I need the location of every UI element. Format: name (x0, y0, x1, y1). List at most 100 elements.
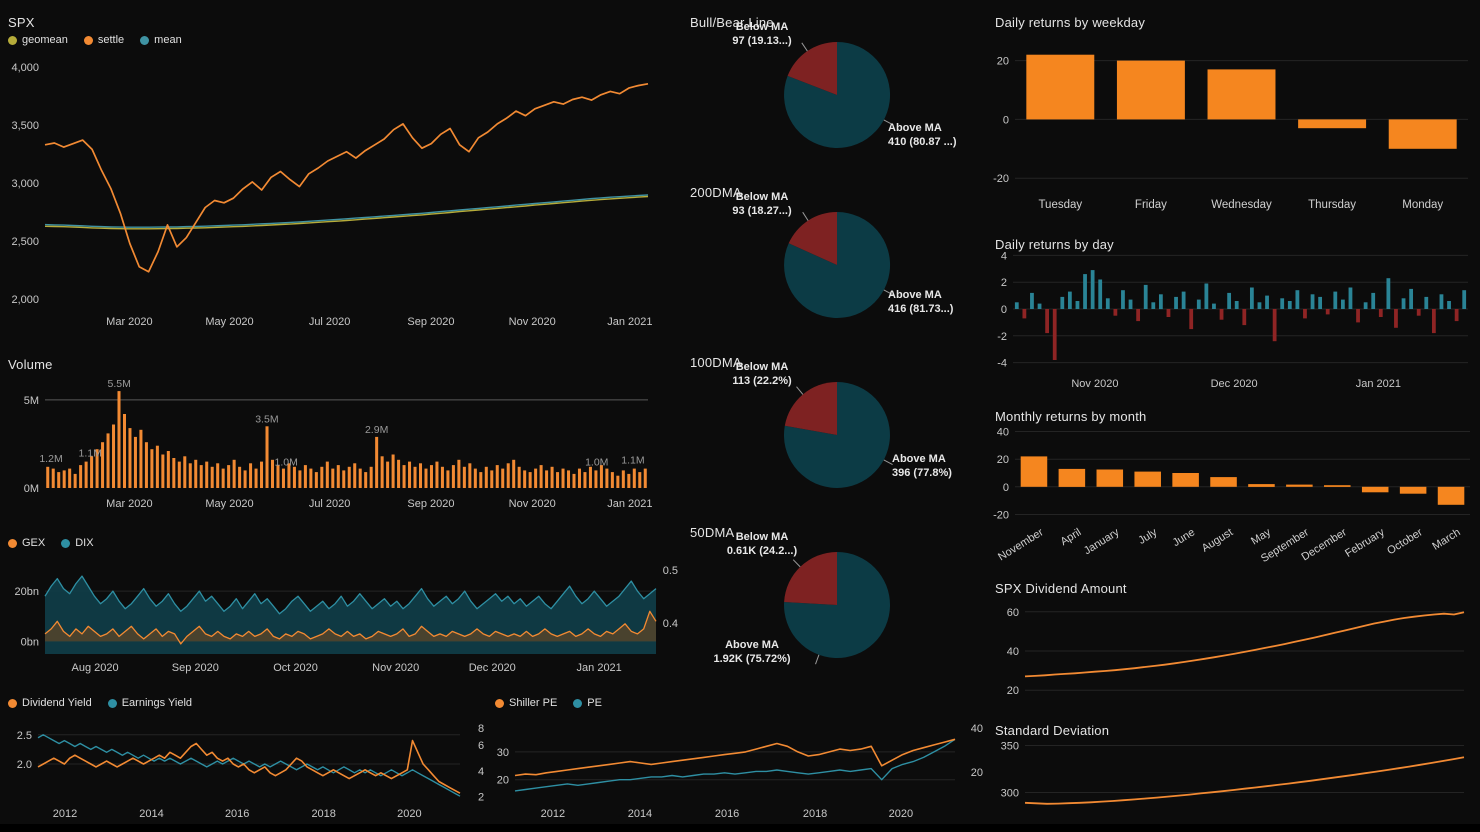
pe-panel: Shiller PE PE 30 20 40 20 8 6 4 2 2012 2014 2016 20… (475, 692, 985, 824)
legend-swatch-icon (8, 698, 17, 708)
legend-swatch-icon (140, 35, 150, 45)
legend-label: mean (154, 34, 182, 46)
svg-text:Jan 2021: Jan 2021 (607, 316, 652, 328)
svg-text:June: June (1171, 526, 1198, 549)
legend-item-pe[interactable]: PE (573, 697, 602, 709)
svg-text:Nov 2020: Nov 2020 (509, 316, 556, 328)
svg-text:October: October (1385, 526, 1425, 557)
svg-text:Sep 2020: Sep 2020 (407, 498, 454, 510)
spx-line-chart[interactable]: 4,000 3,500 3,000 2,500 2,000 Mar 2020 May 202… (0, 50, 660, 332)
svg-text:Jan 2021: Jan 2021 (1356, 378, 1401, 390)
svg-text:93 (18.27...): 93 (18.27...) (732, 205, 792, 217)
gex-dix-panel: GEX DIX 20bn 0bn 0.5 0.4 Aug 2020 Sep 2020 Oct… (0, 532, 680, 678)
svg-text:Jan 2021: Jan 2021 (607, 498, 652, 510)
gex-dix-area-chart[interactable]: 20bn 0bn 0.5 0.4 Aug 2020 Sep 2020 Oct 2020 Nov… (0, 560, 680, 678)
std-dev-line-chart[interactable]: 350 300 (985, 732, 1480, 824)
svg-text:August: August (1200, 526, 1235, 554)
weekday-returns-bar-chart[interactable]: 20 0 -20 Tuesday Friday Wednesday Thursday Mond… (985, 26, 1480, 222)
svg-text:2020: 2020 (889, 808, 913, 820)
std-dev-panel: Standard Deviation 350 300 (985, 708, 1480, 824)
svg-text:Oct 2020: Oct 2020 (273, 662, 318, 674)
spx-dividend-panel: SPX Dividend Amount 60 40 20 (985, 566, 1480, 708)
svg-text:May 2020: May 2020 (205, 316, 253, 328)
bottom-bar (0, 824, 1480, 832)
svg-text:May: May (1249, 526, 1273, 547)
legend-swatch-icon (8, 538, 17, 548)
legend-item-dix[interactable]: DIX (61, 537, 94, 549)
svg-text:0: 0 (1003, 482, 1009, 494)
spx-dividend-line-chart[interactable]: 60 40 20 (985, 592, 1480, 708)
svg-text:November: November (996, 526, 1046, 563)
legend-item-settle[interactable]: settle (83, 34, 125, 46)
legend-item-shiller-pe[interactable]: Shiller PE (495, 697, 557, 709)
monthly-returns-title: Monthly returns by month (995, 408, 1147, 424)
legend-label: geomean (22, 34, 68, 46)
svg-text:2020: 2020 (397, 808, 421, 820)
svg-text:Jan 2021: Jan 2021 (577, 662, 622, 674)
monthly-returns-panel: Monthly returns by month 40 20 0 -20 Novembe… (985, 394, 1480, 566)
bullbear-pie-chart[interactable]: Below MA 97 (19.13...) Above MA 410 (80.87 … (660, 0, 990, 170)
spx-legend: geomean settle mean (8, 34, 182, 46)
svg-text:5.5M: 5.5M (107, 378, 130, 390)
dma50-pie-title: 50DMA (690, 524, 735, 540)
legend-item-dividend-yield[interactable]: Dividend Yield (8, 697, 92, 709)
svg-text:2012: 2012 (541, 808, 565, 820)
dma200-pie-chart[interactable]: Below MA 93 (18.27...) Above MA 416 (81.73.… (660, 170, 990, 340)
svg-text:4: 4 (1001, 250, 1007, 262)
pe-line-chart[interactable]: 30 20 40 20 8 6 4 2 2012 2014 2016 2018 2020 (475, 720, 985, 824)
svg-text:Nov 2020: Nov 2020 (372, 662, 419, 674)
svg-text:1.2M: 1.2M (39, 453, 62, 465)
svg-text:396 (77.8%): 396 (77.8%) (892, 467, 952, 479)
svg-text:Friday: Friday (1135, 199, 1167, 211)
svg-text:Sep 2020: Sep 2020 (172, 662, 219, 674)
dma50-pie-chart[interactable]: Below MA 0.61K (24.2...) Above MA 1.92K (75… (660, 510, 990, 680)
svg-text:4,000: 4,000 (11, 62, 39, 74)
svg-text:2018: 2018 (311, 808, 335, 820)
svg-text:1.0M: 1.0M (275, 456, 298, 468)
svg-text:Mar 2020: Mar 2020 (106, 316, 152, 328)
legend-label: settle (97, 34, 125, 46)
svg-text:0.4: 0.4 (663, 618, 678, 630)
dma100-pie-panel: 100DMA Below MA 113 (22.2%) Above MA 396 (7… (660, 340, 990, 510)
svg-text:Above MA: Above MA (888, 122, 942, 134)
svg-text:0.5: 0.5 (663, 565, 678, 577)
legend-item-earnings-yield[interactable]: Earnings Yield (107, 697, 192, 709)
svg-text:2014: 2014 (139, 808, 163, 820)
svg-text:2016: 2016 (225, 808, 249, 820)
legend-item-mean[interactable]: mean (140, 34, 182, 46)
svg-text:Above MA: Above MA (888, 289, 942, 301)
svg-text:416 (81.73...): 416 (81.73...) (888, 303, 954, 315)
svg-text:Tuesday: Tuesday (1038, 199, 1082, 211)
volume-bar-chart[interactable]: 5M 0M Mar 2020 May 2020 Jul 2020 Sep 2020 Nov … (0, 372, 660, 514)
svg-text:97 (19.13...): 97 (19.13...) (732, 35, 792, 47)
svg-text:May 2020: May 2020 (205, 498, 253, 510)
legend-swatch-icon (107, 698, 117, 708)
dma100-pie-chart[interactable]: Below MA 113 (22.2%) Above MA 396 (77.8%) (660, 340, 990, 510)
svg-text:3.5M: 3.5M (255, 413, 278, 425)
svg-text:20: 20 (997, 56, 1009, 68)
daily-returns-bar-chart[interactable]: 4 2 0 -2 -4 Nov 2020 Dec 2020 Jan 2021 (985, 246, 1480, 394)
spx-panel: SPX geomean settle mean 4,000 3,500 3,000 2… (0, 0, 660, 332)
svg-text:1.1M: 1.1M (621, 455, 644, 467)
daily-returns-panel: Daily returns by day 4 2 0 -2 -4 Nov 2020 Dec … (985, 222, 1480, 394)
svg-text:Above MA: Above MA (892, 453, 946, 465)
svg-text:0M: 0M (24, 483, 39, 495)
svg-text:Jul 2020: Jul 2020 (309, 498, 351, 510)
svg-text:2.5: 2.5 (17, 730, 32, 742)
legend-item-geomean[interactable]: geomean (8, 34, 68, 46)
svg-text:Thursday: Thursday (1308, 199, 1356, 211)
weekday-returns-panel: Daily returns by weekday 20 0 -20 Tuesday Fr… (985, 0, 1480, 222)
svg-text:Nov 2020: Nov 2020 (1071, 378, 1118, 390)
svg-text:2018: 2018 (803, 808, 827, 820)
svg-text:2016: 2016 (715, 808, 739, 820)
svg-text:2012: 2012 (53, 808, 77, 820)
svg-text:20bn: 20bn (15, 586, 39, 598)
yields-line-chart[interactable]: 2.5 2.0 2012 2014 2016 2018 2020 (0, 720, 470, 824)
svg-text:350: 350 (1001, 741, 1019, 753)
svg-text:40: 40 (1007, 646, 1019, 658)
svg-text:Above MA: Above MA (725, 639, 779, 651)
legend-item-gex[interactable]: GEX (8, 537, 45, 549)
dma50-pie-panel: 50DMA Below MA 0.61K (24.2...) Above MA 1.9… (660, 510, 990, 680)
